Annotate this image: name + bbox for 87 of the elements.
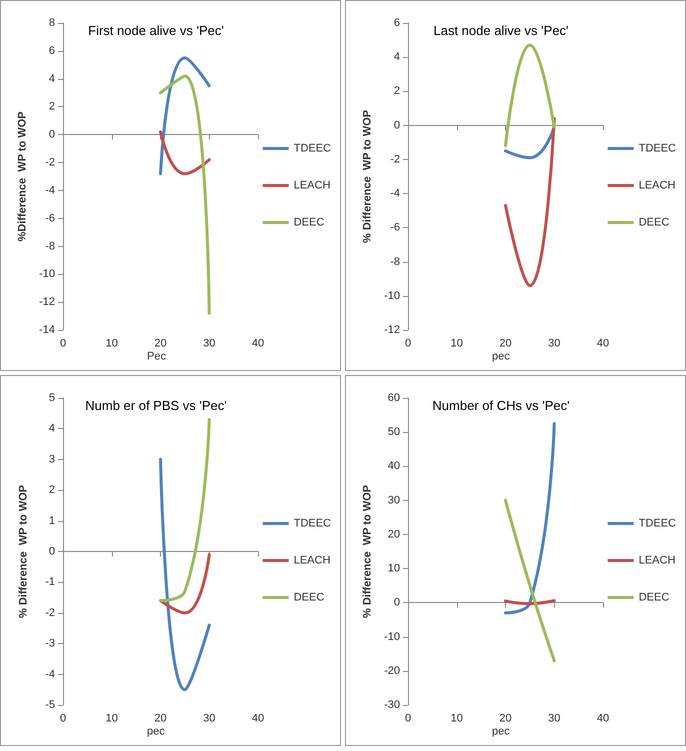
y-tick-label: -3 bbox=[45, 638, 55, 650]
y-tick-label: 1 bbox=[48, 514, 55, 527]
y-tick-label: 2 bbox=[48, 100, 55, 113]
legend-label: LEACH bbox=[294, 554, 330, 566]
y-tick-label: 40 bbox=[388, 460, 400, 472]
x-tick-label: 0 bbox=[60, 338, 66, 350]
x-tick-label: 0 bbox=[404, 338, 412, 350]
x-axis-title: pec bbox=[147, 726, 166, 738]
x-tick-label: 40 bbox=[252, 338, 264, 350]
legend-label: TDEEC bbox=[638, 518, 676, 530]
x-axis-title: pec bbox=[492, 350, 510, 362]
y-axis-title: %Difference WP to WOP bbox=[16, 112, 29, 242]
y-tick-label: 4 bbox=[48, 72, 55, 85]
legend-label: DEEC bbox=[638, 216, 670, 228]
y-tick-label: -30 bbox=[384, 699, 400, 711]
y-tick-label: 8 bbox=[48, 17, 55, 29]
legend-label: TDEEC bbox=[638, 142, 676, 154]
legend-label: DEEC bbox=[294, 592, 324, 604]
y-tick-label: -8 bbox=[45, 240, 55, 252]
y-tick-label: 50 bbox=[388, 426, 400, 438]
chart-title: Number of CHs vs 'Pec' bbox=[432, 398, 570, 413]
x-axis-title: pec bbox=[492, 726, 510, 738]
x-tick-label: 40 bbox=[252, 712, 264, 724]
x-tick-label: 20 bbox=[154, 712, 167, 724]
y-tick-label: -12 bbox=[39, 296, 55, 308]
y-axis-title: % Difference WP to WOP bbox=[362, 484, 374, 618]
y-tick-label: 0 bbox=[394, 596, 400, 609]
y-tick-label: 0 bbox=[48, 546, 55, 558]
y-tick-label: -4 bbox=[45, 668, 55, 680]
legend-label: LEACH bbox=[294, 180, 330, 192]
y-tick-label: 0 bbox=[48, 128, 55, 141]
y-tick-label: 6 bbox=[48, 44, 55, 57]
x-tick-label: 40 bbox=[596, 338, 610, 350]
x-tick-label: 10 bbox=[106, 712, 118, 724]
y-tick-label: -4 bbox=[390, 188, 400, 200]
y-tick-label: -1 bbox=[45, 576, 55, 588]
y-tick-label: 60 bbox=[388, 392, 400, 404]
y-tick-label: -6 bbox=[45, 212, 55, 224]
x-tick-label: 10 bbox=[450, 712, 463, 724]
x-tick-label: 20 bbox=[154, 338, 167, 350]
y-tick-label: 3 bbox=[48, 453, 55, 466]
y-tick-label: 2 bbox=[48, 484, 55, 496]
chart-title: Last node alive vs 'Pec' bbox=[433, 23, 569, 38]
x-tick-label: 30 bbox=[203, 338, 216, 350]
legend-label: TDEEC bbox=[294, 518, 332, 530]
y-tick-label: -2 bbox=[45, 156, 55, 169]
y-tick-label: -8 bbox=[390, 256, 400, 268]
y-axis-title: % Difference WP to WOP bbox=[362, 110, 374, 244]
y-tick-label: -20 bbox=[384, 664, 400, 677]
y-tick-label: -2 bbox=[45, 606, 55, 619]
chart-title: Numb er of PBS vs 'Pec' bbox=[85, 398, 227, 413]
y-tick-label: 30 bbox=[388, 494, 400, 506]
y-tick-label: -6 bbox=[390, 222, 400, 234]
y-tick-label: 2 bbox=[394, 85, 400, 98]
y-tick-label: 0 bbox=[394, 119, 400, 132]
y-tick-label: -10 bbox=[384, 630, 400, 643]
legend-label: LEACH bbox=[638, 554, 676, 566]
x-tick-label: 30 bbox=[548, 712, 560, 724]
x-tick-label: 0 bbox=[404, 712, 412, 724]
y-axis-title: % Difference WP to WOP bbox=[18, 484, 30, 618]
chart-title: First node alive vs 'Pec' bbox=[88, 23, 224, 38]
y-tick-label: -5 bbox=[45, 699, 55, 711]
legend-label: TDEEC bbox=[294, 142, 332, 154]
y-tick-label: -10 bbox=[384, 290, 400, 302]
y-tick-label: -10 bbox=[39, 268, 55, 280]
x-axis-title: Pec bbox=[147, 350, 166, 362]
y-tick-label: 4 bbox=[394, 51, 400, 64]
x-tick-label: 10 bbox=[106, 338, 118, 350]
legend-label: DEEC bbox=[294, 216, 324, 228]
y-tick-label: -12 bbox=[384, 324, 400, 336]
y-tick-label: 10 bbox=[388, 562, 400, 575]
y-tick-label: -2 bbox=[390, 153, 400, 166]
x-tick-label: 30 bbox=[548, 338, 560, 350]
y-tick-label: 20 bbox=[388, 528, 400, 540]
legend-label: LEACH bbox=[638, 180, 676, 192]
x-tick-label: 20 bbox=[499, 338, 512, 350]
x-tick-label: 30 bbox=[203, 712, 216, 724]
x-tick-label: 0 bbox=[60, 712, 66, 724]
x-tick-label: 40 bbox=[596, 712, 610, 724]
y-tick-label: 6 bbox=[394, 17, 400, 29]
legend-label: DEEC bbox=[638, 592, 670, 604]
y-tick-label: 4 bbox=[48, 422, 55, 435]
y-tick-label: -4 bbox=[45, 184, 55, 196]
y-tick-label: 5 bbox=[48, 392, 55, 404]
y-tick-label: -14 bbox=[39, 324, 55, 336]
x-tick-label: 10 bbox=[450, 338, 463, 350]
x-tick-label: 20 bbox=[499, 712, 512, 724]
